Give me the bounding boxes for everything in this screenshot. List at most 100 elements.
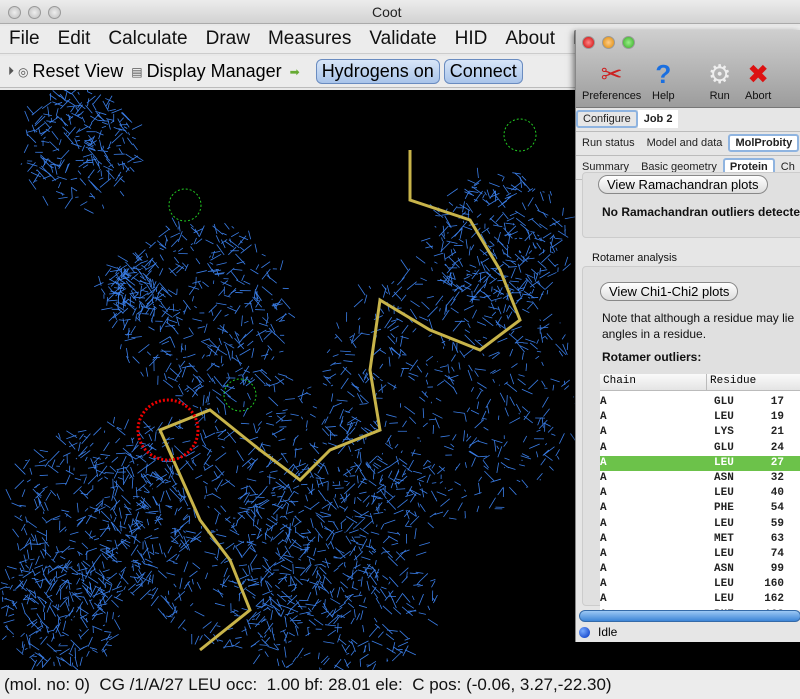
run-button[interactable]: ⚙ Run: [708, 59, 732, 102]
cell-chain: A: [600, 593, 607, 606]
zoom-button[interactable]: [48, 6, 61, 19]
tab-job-2[interactable]: Job 2: [637, 110, 679, 128]
molprobity-window: ✂ Preferences ? Help ⚙ Run ✖ Abort Configure…: [575, 30, 800, 642]
positive-density-blob: [503, 118, 537, 152]
progress-bar: [579, 610, 800, 622]
table-row[interactable]: A LEU 59: [600, 517, 800, 532]
cell-residue: PHE: [714, 608, 754, 610]
menu-file[interactable]: File: [9, 28, 40, 49]
help-button[interactable]: ? Help: [652, 59, 675, 102]
cell-chain: A: [600, 471, 607, 484]
display-manager-icon: ▤: [131, 64, 143, 79]
reset-view-button[interactable]: Reset View: [32, 61, 124, 81]
table-row[interactable]: A LEU 74: [600, 547, 800, 562]
table-row[interactable]: A LEU 19: [600, 410, 800, 425]
cell-chain: A: [600, 578, 607, 591]
table-row[interactable]: A LEU 162: [600, 592, 800, 607]
close-button[interactable]: [8, 6, 21, 19]
table-row[interactable]: A PHE 54: [600, 501, 800, 516]
cell-number: 59: [770, 517, 784, 530]
stop-x-icon: ✖: [747, 59, 770, 89]
cell-residue: LYS: [714, 426, 734, 439]
cell-residue: LEU: [714, 578, 734, 591]
preferences-button[interactable]: ✂ Preferences: [582, 59, 642, 102]
rama-result-text: No Ramachandran outliers detected: [602, 205, 800, 219]
cell-chain: A: [600, 426, 607, 439]
play-icon[interactable]: ⏵: [8, 64, 15, 78]
cell-number: 40: [770, 487, 784, 500]
positive-density-blob: [223, 378, 257, 412]
cell-number: 162: [764, 593, 784, 606]
tab-ch[interactable]: Ch: [780, 161, 795, 173]
cell-number: 54: [770, 502, 784, 515]
cell-number: 27: [770, 456, 784, 469]
title-bar: Coot: [0, 0, 800, 24]
backbone-trace: [157, 150, 522, 652]
menu-about[interactable]: About: [505, 28, 556, 49]
table-row[interactable]: A GLU 24: [600, 441, 800, 456]
menu-calculate[interactable]: Calculate: [108, 28, 188, 49]
menu-hid[interactable]: HID: [454, 28, 488, 49]
status-text: Idle: [598, 625, 618, 639]
result-tabs: Run status Model and data MolProbity: [576, 134, 800, 156]
tab-configure[interactable]: Configure: [576, 110, 638, 128]
column-chain[interactable]: Chain: [600, 374, 708, 390]
table-row[interactable]: A LYS 21: [600, 425, 800, 440]
cell-number: 19: [770, 411, 784, 424]
arrow-icon: ➡: [289, 64, 300, 79]
cell-chain: A: [600, 532, 607, 545]
table-row[interactable]: A MET 63: [600, 532, 800, 547]
table-row[interactable]: A LEU 40: [600, 486, 800, 501]
table-row[interactable]: A GLU 17: [600, 395, 800, 410]
tab-basic-geometry[interactable]: Basic geometry: [641, 161, 717, 173]
cell-residue: LEU: [714, 547, 734, 560]
cell-chain: A: [600, 547, 607, 560]
menu-validate[interactable]: Validate: [369, 28, 437, 49]
cell-chain: A: [600, 563, 607, 576]
gear-icon: ⚙: [708, 59, 732, 89]
abort-button[interactable]: ✖ Abort: [745, 59, 772, 102]
window-title: Coot: [372, 4, 402, 20]
tab-model-and-data[interactable]: Model and data: [646, 137, 723, 149]
cell-chain: A: [600, 441, 607, 454]
side-zoom-button[interactable]: [622, 36, 635, 49]
table-row[interactable]: A LEU 160: [600, 577, 800, 592]
side-close-button[interactable]: [582, 36, 595, 49]
cell-residue: LEU: [714, 593, 734, 606]
table-row[interactable]: APHE168: [600, 608, 800, 610]
cell-number: 21: [770, 426, 784, 439]
rotamer-heading: Rotamer analysis: [592, 252, 677, 264]
cell-chain: A: [600, 608, 714, 610]
column-residue[interactable]: Residue: [707, 374, 800, 390]
tab-summary[interactable]: Summary: [582, 161, 630, 173]
table-row[interactable]: A ASN 99: [600, 562, 800, 577]
cell-chain: A: [600, 517, 607, 530]
display-manager-button[interactable]: Display Manager: [146, 61, 282, 81]
tab-molprobity[interactable]: MolProbity: [728, 134, 800, 152]
table-row[interactable]: A ASN 32: [600, 471, 800, 486]
table-row[interactable]: A LEU 27: [600, 455, 800, 471]
view-chi-plots-button[interactable]: View Chi1-Chi2 plots: [600, 282, 739, 301]
cell-residue: MET: [714, 532, 734, 545]
rotamer-outliers-table: Chain Residue A GLU 17 A LEU 19 A LYS 21 A GLU 24 A L…: [600, 374, 800, 610]
hydrogens-toggle[interactable]: Hydrogens on: [315, 59, 440, 84]
menu-draw[interactable]: Draw: [205, 28, 250, 49]
cell-residue: LEU: [714, 411, 734, 424]
menu-measures[interactable]: Measures: [267, 28, 352, 49]
minimize-button[interactable]: [28, 6, 41, 19]
menu-edit[interactable]: Edit: [57, 28, 91, 49]
stop-icon[interactable]: ◎: [18, 64, 29, 79]
job-status: Idle: [579, 625, 617, 639]
negative-density-blob: [136, 398, 200, 462]
side-minimize-button[interactable]: [602, 36, 615, 49]
connect-button[interactable]: Connect: [443, 59, 523, 84]
cell-chain: A: [600, 456, 607, 469]
side-toolbar: ✂ Preferences ? Help ⚙ Run ✖ Abort: [576, 30, 800, 108]
status-bar: (mol. no: 0) CG /1/A/27 LEU occ: 1.00 bf…: [0, 670, 800, 699]
cell-chain: A: [600, 396, 607, 408]
view-ramachandran-button[interactable]: View Ramachandran plots: [598, 175, 768, 194]
cell-residue: ASN: [714, 471, 734, 484]
tab-run-status[interactable]: Run status: [582, 137, 635, 149]
cell-residue: ASN: [714, 563, 734, 576]
status-dot-icon: [579, 626, 590, 638]
